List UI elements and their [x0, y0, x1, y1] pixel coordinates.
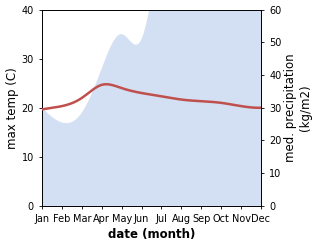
X-axis label: date (month): date (month) [108, 228, 195, 242]
Y-axis label: max temp (C): max temp (C) [5, 67, 18, 149]
Y-axis label: med. precipitation
(kg/m2): med. precipitation (kg/m2) [284, 53, 313, 162]
